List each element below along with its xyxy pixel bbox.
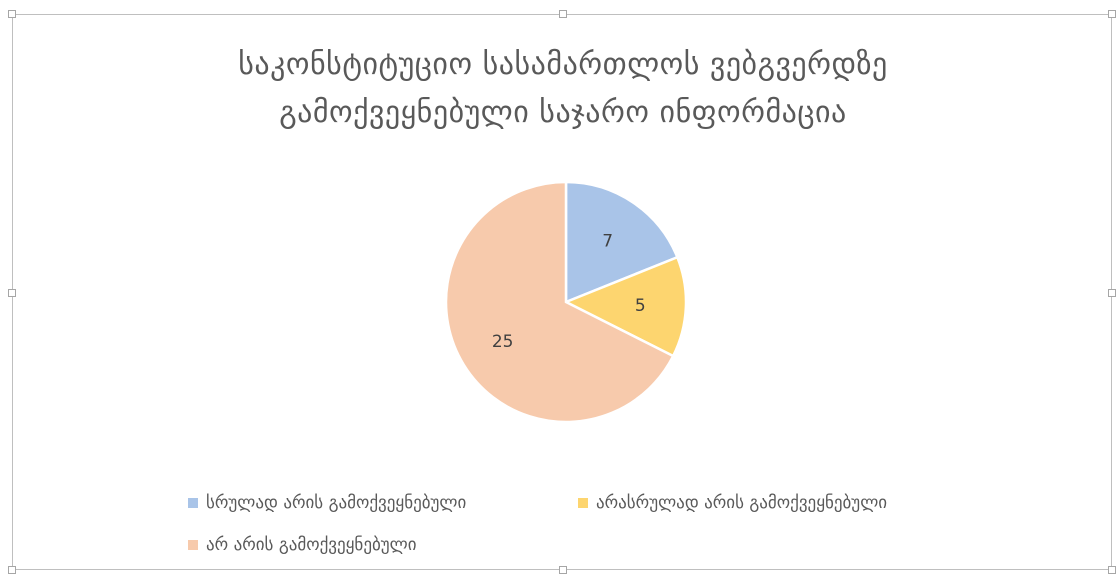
resize-handle-bottom-middle[interactable] xyxy=(559,566,567,574)
legend-label-none: არ არის გამოქვეყნებული xyxy=(206,535,417,555)
legend-item-partial: არასრულად არის გამოქვეყნებული xyxy=(578,493,887,513)
data-label-full: 7 xyxy=(602,231,613,251)
chart-title-line-1: საკონსტიტუციო სასამართლოს ვებგვერდზე xyxy=(238,47,888,82)
resize-handle-top-middle[interactable] xyxy=(559,10,567,18)
resize-handle-bottom-right[interactable] xyxy=(1108,566,1116,574)
chart-area[interactable]: საკონსტიტუციო სასამართლოს ვებგვერდზე გამ… xyxy=(8,10,1116,574)
legend-item-none: არ არის გამოქვეყნებული xyxy=(188,535,417,555)
pie-chart: 7 5 25 xyxy=(444,180,688,424)
resize-handle-middle-right[interactable] xyxy=(1108,289,1116,297)
resize-handle-middle-left[interactable] xyxy=(8,289,16,297)
data-label-none: 25 xyxy=(492,332,514,352)
pie-slice-partial[interactable] xyxy=(562,255,688,358)
pie-slice-none[interactable] xyxy=(444,180,675,424)
chart-title-line-2: გამოქვეყნებული საჯარო ინფორმაცია xyxy=(279,95,847,130)
pie-slice-full[interactable] xyxy=(564,180,679,304)
resize-handle-top-left[interactable] xyxy=(8,10,16,18)
legend-swatch-full xyxy=(188,498,198,508)
legend-swatch-none xyxy=(188,540,198,550)
resize-handle-bottom-left[interactable] xyxy=(8,566,16,574)
chart-title: საკონსტიტუციო სასამართლოს ვებგვერდზე გამ… xyxy=(13,41,1113,137)
legend-item-full: სრულად არის გამოქვეყნებული xyxy=(188,493,466,513)
legend-swatch-partial xyxy=(578,498,588,508)
legend-label-full: სრულად არის გამოქვეყნებული xyxy=(206,493,467,513)
legend-label-partial: არასრულად არის გამოქვეყნებული xyxy=(596,493,888,513)
resize-handle-top-right[interactable] xyxy=(1108,10,1116,18)
data-label-partial: 5 xyxy=(635,296,646,316)
